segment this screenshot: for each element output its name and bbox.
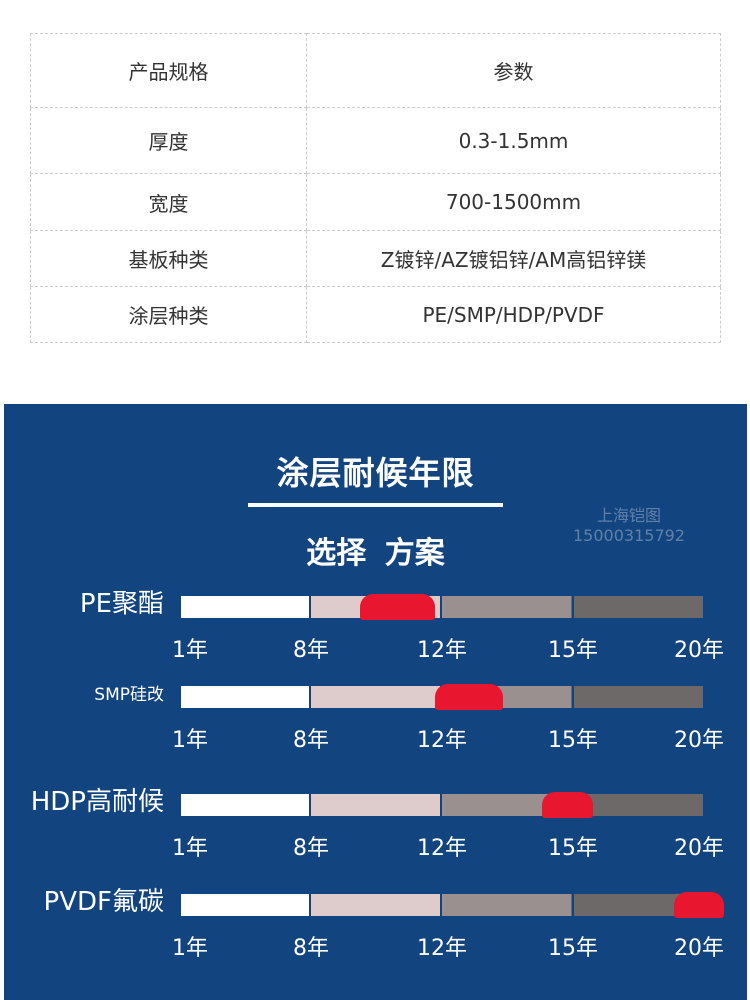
year-tick-label: 15年 <box>548 836 598 861</box>
spec-header-name: 产品规格 <box>30 33 307 108</box>
year-tick-label: 1年 <box>172 836 208 861</box>
spec-row-value: 700-1500mm <box>306 173 721 231</box>
spec-table: 产品规格 参数 厚度 0.3-1.5mm 宽度 700-1500mm 基板种类 … <box>30 33 721 343</box>
bar-segment-3 <box>440 794 571 816</box>
bar-divider <box>572 894 574 916</box>
bar-divider <box>440 596 442 618</box>
durability-title: 涂层耐候年限 <box>276 454 475 492</box>
bar-segment-1 <box>181 894 309 916</box>
title-underline <box>248 503 503 507</box>
spec-row: 基板种类 Z镀锌/AZ镀铝锌/AM高铝锌镁 <box>30 230 721 287</box>
bar-divider <box>309 596 311 618</box>
bar-segment-3 <box>440 596 571 618</box>
durability-marker <box>542 792 594 818</box>
spec-row: 厚度 0.3-1.5mm <box>30 107 721 174</box>
bar-segment-1 <box>181 596 309 618</box>
bar-divider <box>309 794 311 816</box>
coating-label: SMP硅改 <box>94 685 164 705</box>
durability-subtitle: 选择 方案 <box>306 536 445 571</box>
spec-row-value: PE/SMP/HDP/PVDF <box>306 286 721 343</box>
year-tick-label: 12年 <box>417 836 467 861</box>
bar-divider <box>440 794 442 816</box>
bar-segment-2 <box>309 894 440 916</box>
bar-segment-4 <box>571 596 703 618</box>
bar-divider <box>309 894 311 916</box>
watermark: 上海铠图 15000315792 <box>564 506 694 546</box>
year-tick-label: 12年 <box>417 936 467 961</box>
year-tick-label: 1年 <box>172 638 208 663</box>
bar-segment-1 <box>181 794 309 816</box>
year-tick-label: 20年 <box>674 638 724 663</box>
year-tick-label: 12年 <box>417 728 467 753</box>
spec-row-name: 基板种类 <box>30 230 307 287</box>
year-tick-label: 15年 <box>548 728 598 753</box>
coating-label: HDP高耐候 <box>30 787 164 817</box>
coating-label: PVDF氟碳 <box>43 887 164 917</box>
spec-row: 涂层种类 PE/SMP/HDP/PVDF <box>30 286 721 343</box>
spec-row-value: 0.3-1.5mm <box>306 107 721 174</box>
year-tick-label: 15年 <box>548 936 598 961</box>
durability-marker <box>435 684 504 710</box>
durability-bar <box>181 596 703 618</box>
durability-bar <box>181 794 703 816</box>
year-tick-label: 15年 <box>548 638 598 663</box>
bar-segment-3 <box>440 894 571 916</box>
spec-row: 宽度 700-1500mm <box>30 173 721 231</box>
year-tick-label: 20年 <box>674 936 724 961</box>
watermark-line1: 上海铠图 <box>596 506 661 525</box>
durability-panel: 涂层耐候年限 选择 方案 上海铠图 15000315792 PE聚酯 1年 8年 12… <box>4 404 747 1000</box>
coating-label: PE聚酯 <box>79 589 164 619</box>
bar-segment-2 <box>309 794 440 816</box>
bar-divider <box>572 686 574 708</box>
bar-divider <box>572 596 574 618</box>
durability-bar <box>181 894 703 916</box>
bar-segment-4 <box>571 894 703 916</box>
spec-row-name: 涂层种类 <box>30 286 307 343</box>
bar-segment-2 <box>309 686 440 708</box>
bar-segment-4 <box>571 686 703 708</box>
spec-header-value: 参数 <box>306 33 721 108</box>
durability-marker <box>673 892 725 918</box>
year-tick-label: 8年 <box>293 836 329 861</box>
year-tick-label: 8年 <box>293 728 329 753</box>
year-tick-label: 20年 <box>674 836 724 861</box>
year-tick-label: 1年 <box>172 936 208 961</box>
year-tick-label: 1年 <box>172 728 208 753</box>
year-tick-label: 8年 <box>293 936 329 961</box>
bar-divider <box>309 686 311 708</box>
spec-row-name: 宽度 <box>30 173 307 231</box>
bar-segment-1 <box>181 686 309 708</box>
bar-divider <box>440 894 442 916</box>
year-tick-label: 20年 <box>674 728 724 753</box>
durability-marker <box>360 594 436 620</box>
bar-segment-4 <box>571 794 703 816</box>
watermark-line2: 15000315792 <box>573 526 685 545</box>
spec-row-name: 厚度 <box>30 107 307 174</box>
spec-row-value: Z镀锌/AZ镀铝锌/AM高铝锌镁 <box>306 230 721 287</box>
year-tick-label: 8年 <box>293 638 329 663</box>
year-tick-label: 12年 <box>417 638 467 663</box>
spec-header-row: 产品规格 参数 <box>30 33 721 108</box>
